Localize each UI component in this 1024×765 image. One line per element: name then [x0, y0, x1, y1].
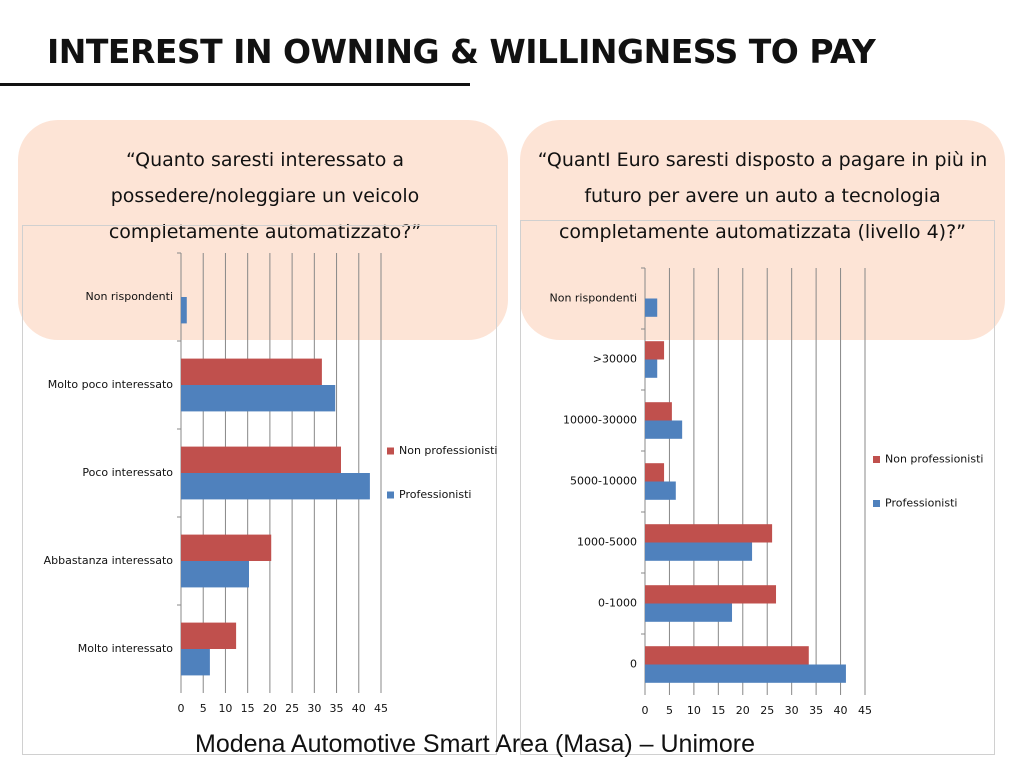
bar [645, 420, 683, 439]
bar [181, 622, 237, 649]
y-tick-label: Molto poco interessato [48, 378, 173, 391]
y-tick-label: 1000-5000 [577, 536, 637, 549]
y-tick-label: 0-1000 [598, 597, 637, 610]
x-tick-label: 45 [858, 704, 872, 717]
y-tick-label: Molto interessato [78, 642, 173, 655]
legend-swatch [387, 491, 394, 499]
slide-title: INTEREST IN OWNING & WILLINGNESS TO PAY [47, 32, 876, 71]
x-tick-label: 30 [785, 704, 799, 717]
x-tick-label: 5 [200, 702, 207, 715]
x-tick-label: 15 [711, 704, 725, 717]
x-tick-label: 30 [307, 702, 321, 715]
legend-label: Professionisti [885, 497, 957, 510]
title-rule [0, 83, 470, 86]
bar [181, 446, 341, 473]
y-tick-label: >30000 [593, 353, 637, 366]
footer: Modena Automotive Smart Area (Masa) – Un… [195, 730, 755, 758]
bar [645, 402, 672, 421]
x-tick-label: 10 [687, 704, 701, 717]
bar [645, 524, 773, 543]
y-tick-label: 5000-10000 [570, 475, 637, 488]
x-tick-label: 20 [736, 704, 750, 717]
chart-title: “QuantI Euro saresti disposto a pagare i… [537, 149, 988, 243]
y-tick-label: 0 [630, 658, 637, 671]
y-tick-label: Abbastanza interessato [44, 554, 174, 567]
y-tick-label: Non rispondenti [549, 292, 637, 305]
x-tick-label: 15 [241, 702, 255, 715]
x-tick-label: 35 [330, 702, 344, 715]
bar [645, 359, 658, 378]
x-tick-label: 45 [374, 702, 388, 715]
x-tick-label: 10 [218, 702, 232, 715]
y-tick-label: Poco interessato [82, 466, 173, 479]
x-tick-label: 25 [760, 704, 774, 717]
bar [181, 561, 249, 588]
question-box [520, 120, 1005, 340]
x-tick-label: 40 [352, 702, 366, 715]
x-tick-label: 25 [285, 702, 299, 715]
chart-frame [520, 220, 995, 755]
x-tick-label: 0 [178, 702, 185, 715]
bar [645, 463, 665, 482]
bar [645, 298, 658, 317]
chart: 0 5 10 15 20 25 30 35 40 45 Non rispondenti Molto p… [22, 225, 497, 755]
bar [645, 603, 733, 622]
bar [181, 649, 210, 676]
bar [181, 534, 272, 561]
bar [645, 341, 665, 360]
x-tick-label: 20 [263, 702, 277, 715]
bar [181, 473, 370, 500]
legend-label: Professionisti [399, 488, 471, 501]
chart: 0 5 10 15 20 25 30 35 40 45 Non rispondenti >30000 1… [520, 220, 995, 755]
bar [181, 297, 187, 324]
x-tick-label: 35 [809, 704, 823, 717]
y-tick-label: 10000-30000 [563, 414, 637, 427]
bar [645, 542, 753, 561]
legend-swatch [387, 447, 394, 455]
bar [645, 585, 777, 604]
bar [645, 481, 676, 500]
chart-frame [22, 225, 497, 755]
x-tick-label: 0 [642, 704, 649, 717]
x-tick-label: 40 [834, 704, 848, 717]
chart-title: “Quanto saresti interessato a possedere/… [108, 149, 422, 243]
legend-label: Non professionisti [399, 444, 497, 457]
legend-label: Non professionisti [885, 453, 983, 466]
question-box [18, 120, 508, 340]
bar [181, 385, 336, 412]
y-tick-label: Non rispondenti [85, 290, 173, 303]
legend-swatch [873, 456, 880, 463]
legend-swatch [873, 500, 880, 507]
bar [645, 646, 809, 665]
x-tick-label: 5 [666, 704, 673, 717]
bar [645, 664, 846, 683]
bar [181, 358, 322, 385]
